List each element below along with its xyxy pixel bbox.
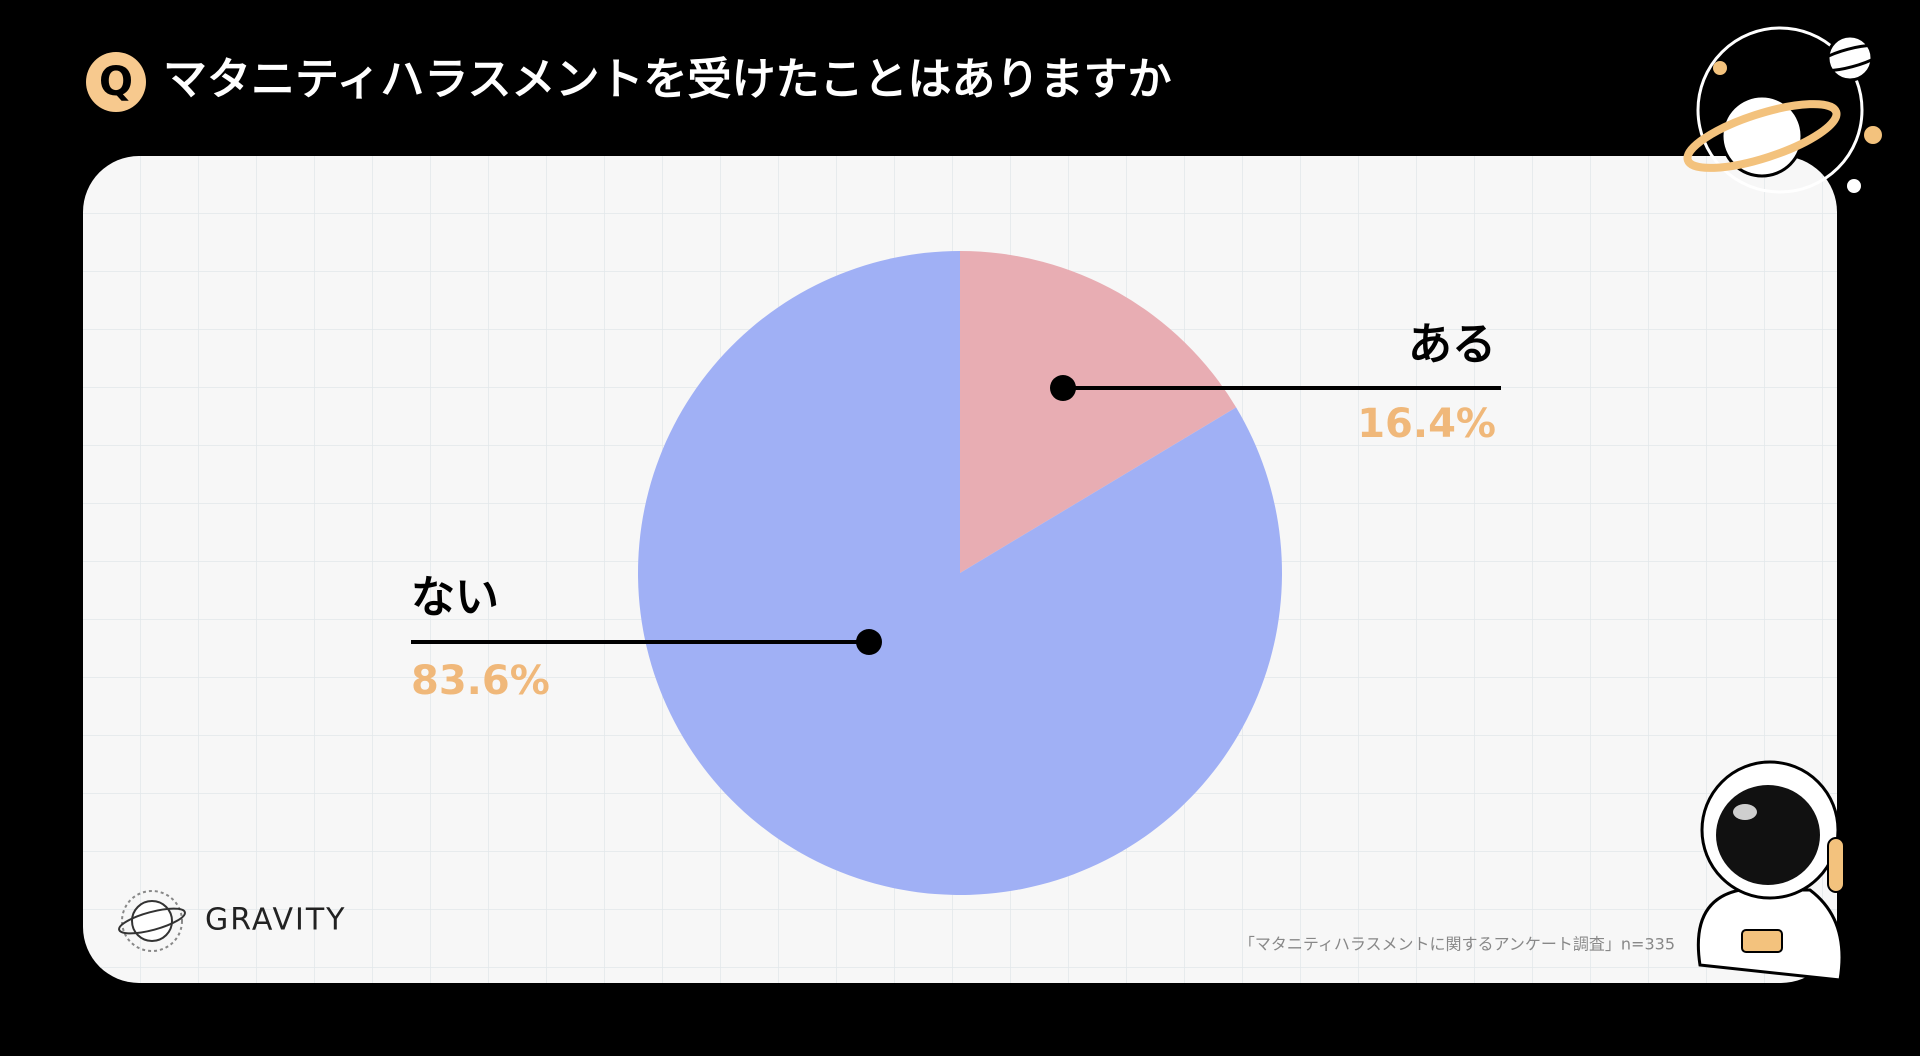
leader-dot [856,629,882,655]
pie-slice [960,251,1237,573]
slice-value: 83.6% [411,658,550,704]
chart-title: マタニティハラスメントを受けたことはありますか [163,54,1171,105]
planet-decoration [1683,26,1887,194]
source-note: 「マタニティハラスメントに関するアンケート調査」n=335 [1239,935,1675,954]
astronaut-decoration [1696,760,1845,982]
brand-logo [118,890,186,952]
slice-name: ない [411,572,499,623]
brand-name: GRAVITY [205,903,347,938]
slice-name: ある [1408,319,1496,370]
q-badge [86,52,146,112]
slice-value: 16.4% [1357,401,1496,447]
q-letter: Q [99,59,133,105]
leader-dot [1050,375,1076,401]
pie-slice [637,251,1282,895]
